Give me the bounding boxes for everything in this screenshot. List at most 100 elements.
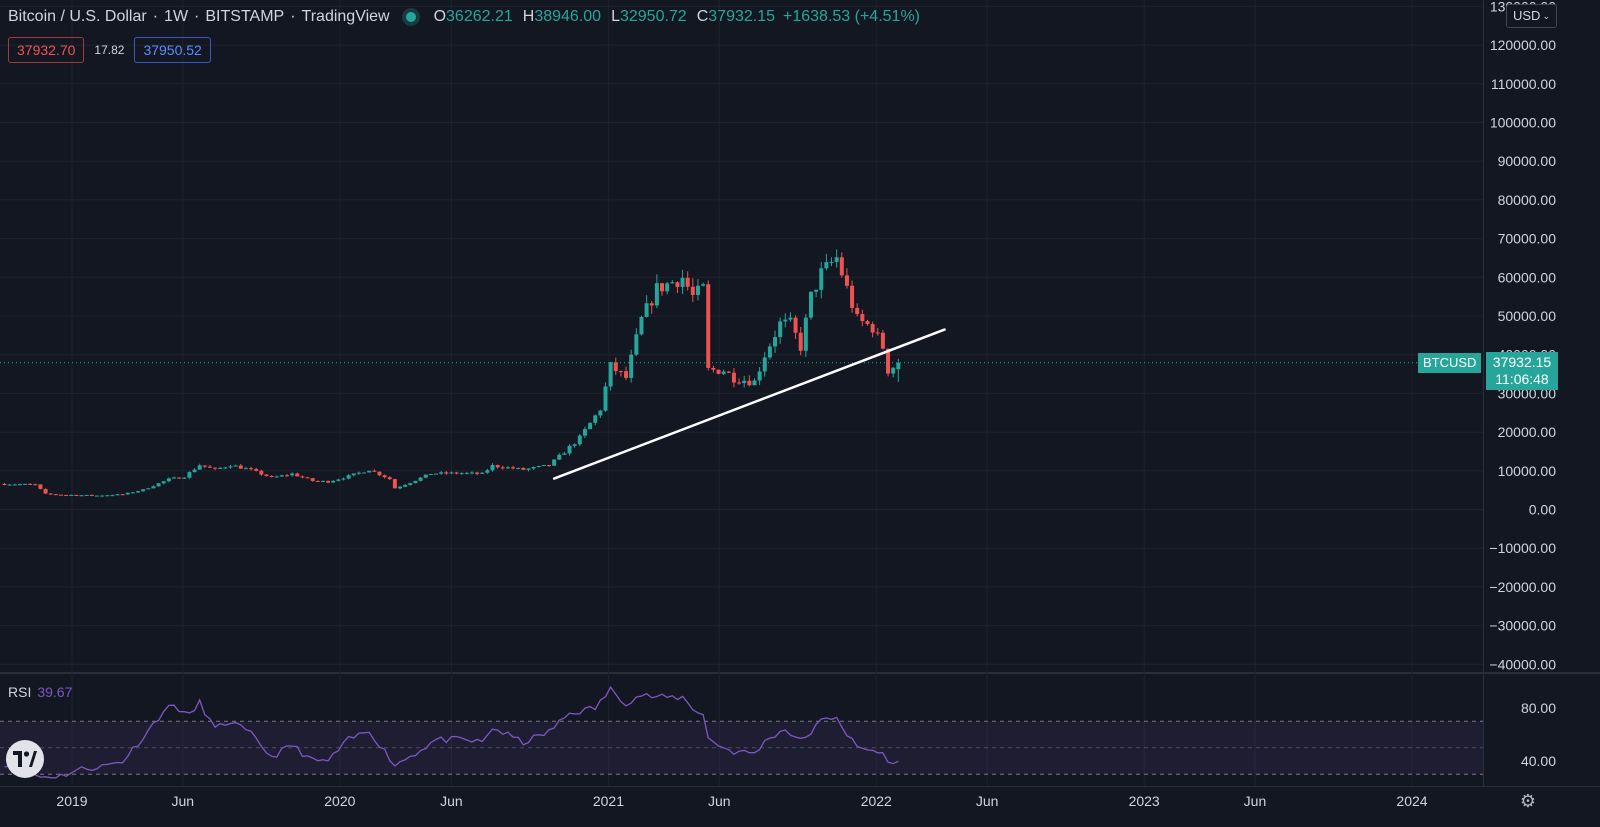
rsi-label: RSI [8,684,32,700]
candle [454,471,459,475]
candle [757,367,762,385]
symbol-legend[interactable]: Bitcoin / U.S. Dollar · 1W · BITSTAMP · … [8,6,920,28]
candle [798,326,803,356]
candle-body [454,472,459,474]
candle-body [182,477,187,479]
candle [12,483,17,486]
candle [433,473,438,475]
candle [624,366,629,381]
candle [125,492,130,495]
candle [618,370,623,377]
candle-body [33,484,38,486]
change-value: +1638.53 (+4.51%) [783,8,920,25]
time-tick-label: 2023 [1129,793,1160,809]
spread-value: 17.82 [94,43,125,57]
candle-body [105,495,110,497]
candle-body [475,472,480,474]
candle [187,471,192,479]
candle [469,471,474,475]
candle-body [300,476,305,478]
candle-body [187,472,192,478]
candle-body [649,303,654,306]
candle [182,476,187,479]
market-open-dot-icon [405,12,416,22]
candle [521,467,526,471]
candle-body [767,346,772,358]
candle-body [269,476,274,478]
sell-button[interactable]: 37932.70 [8,37,85,63]
candle [377,471,382,477]
tradingview-logo-glyph [13,751,37,767]
candle-body [737,382,742,384]
candle-last [896,358,901,382]
candle [48,492,53,495]
candle [94,495,99,497]
candle-body [819,268,824,290]
candle [511,465,516,470]
candle [629,349,634,383]
candle [546,464,551,467]
gear-icon[interactable]: ⚙ [1519,791,1537,811]
candle-body [639,316,644,335]
candle [136,490,141,494]
candle-body [701,284,706,286]
candle-body [577,435,582,445]
candle-body [896,362,901,370]
candle-body [336,479,341,481]
price-tick-label: 10000.00 [1498,463,1557,479]
price-tick-label: 0.00 [1529,502,1556,518]
candle [562,451,567,455]
candle [356,471,361,475]
candle-body [23,483,28,485]
chevron-down-icon: ⌄ [1542,11,1550,21]
legend-separator: · [194,8,200,25]
candle [38,484,43,490]
candle [793,315,798,340]
candle-body [562,453,567,455]
candle-body [598,410,603,416]
candle-body [64,494,69,496]
candle [28,483,33,485]
candle [320,480,325,482]
candle-body [362,472,367,474]
price-tick-label: 90000.00 [1498,153,1557,169]
candle-body [356,472,361,474]
tradingview-logo-icon[interactable] [6,740,44,778]
candle-body [110,495,115,497]
candle-body [552,459,557,466]
candle [2,482,7,486]
candle [665,281,670,295]
candle [773,330,778,353]
price-tick-label: 120000.00 [1490,37,1556,53]
candle [89,494,94,497]
candle [695,279,700,301]
price-tick-label: 20000.00 [1498,424,1557,440]
candle [814,289,819,298]
candle [151,485,156,489]
candle-body [295,473,300,477]
interval-label[interactable]: 1W [164,8,189,25]
candle-body [726,371,731,373]
candle-body [783,319,788,322]
symbol-price-label: BTCUSD [1418,353,1482,373]
currency-selector[interactable]: USD ⌄ [1506,4,1557,28]
candle [526,468,531,472]
candle [649,300,654,314]
candle-body [100,495,105,497]
candle-body [94,495,99,497]
candle [33,483,38,486]
candle-body [464,472,469,474]
candle-body [418,477,423,481]
candle [403,483,408,488]
rsi-legend[interactable]: RSI 39.67 [8,684,72,700]
candle [855,303,860,317]
candle [398,485,403,490]
candle-body [603,386,608,411]
candle [120,493,125,496]
last-price-value: 37932.15 [1492,354,1552,370]
time-tick-label: 2019 [56,793,87,809]
candle-body [403,484,408,487]
candle [762,351,767,377]
buy-button[interactable]: 37950.52 [134,37,211,63]
